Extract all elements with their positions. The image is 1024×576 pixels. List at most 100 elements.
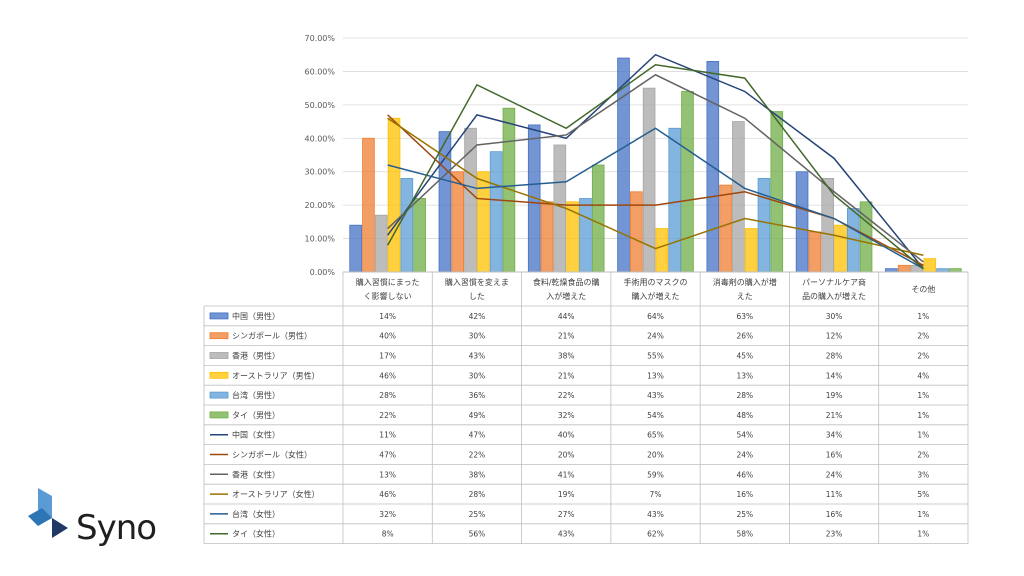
- y-tick-label: 50.00%: [304, 101, 335, 110]
- category-label: 手術用のマスクの: [624, 277, 688, 287]
- legend-swatch: [209, 391, 229, 399]
- table-cell: 64%: [647, 312, 664, 321]
- bar: [770, 111, 784, 273]
- category-label: 消毒剤の購入が増: [713, 277, 777, 287]
- table-cell: 19%: [558, 490, 575, 499]
- table-cell: 24%: [736, 451, 753, 460]
- table-cell: 17%: [379, 352, 396, 361]
- table-cell: 24%: [647, 332, 664, 341]
- table-cell: 34%: [826, 431, 843, 440]
- bar: [719, 184, 732, 273]
- table-cell: 40%: [558, 431, 575, 440]
- table-cell: 47%: [379, 451, 396, 460]
- table-cell: 32%: [558, 411, 575, 420]
- bar: [464, 127, 477, 273]
- legend-label: オーストラリア（男性）: [232, 370, 320, 380]
- bar: [949, 268, 962, 273]
- table-cell: 1%: [917, 510, 929, 519]
- y-tick-label: 30.00%: [304, 168, 335, 177]
- bar: [400, 177, 414, 273]
- table-cell: 58%: [736, 530, 753, 539]
- table-cell: 46%: [379, 371, 396, 380]
- table-cell: 11%: [379, 431, 396, 440]
- table-cell: 16%: [736, 490, 753, 499]
- bar: [744, 228, 758, 273]
- bar: [757, 177, 771, 273]
- legend-label: シンガポール（男性）: [232, 331, 312, 341]
- legend-label: 中国（女性）: [232, 430, 280, 440]
- table-cell: 63%: [736, 312, 753, 321]
- bar: [795, 171, 809, 273]
- table-cell: 55%: [647, 352, 664, 361]
- table-cell: 1%: [917, 391, 929, 400]
- table-cell: 13%: [379, 470, 396, 479]
- table-cell: 25%: [469, 510, 486, 519]
- table-cell: 1%: [917, 312, 929, 321]
- table-cell: 2%: [917, 451, 929, 460]
- legend-label: タイ（男性）: [232, 410, 280, 420]
- table-cell: 43%: [469, 352, 486, 361]
- table-cell: 16%: [826, 510, 843, 519]
- table-cell: 43%: [647, 510, 664, 519]
- legend-swatch: [209, 312, 229, 320]
- table-cell: 30%: [826, 312, 843, 321]
- legend-label: タイ（女性）: [232, 529, 280, 539]
- legend-swatch: [209, 332, 229, 340]
- category-label: 購入が増えた: [632, 291, 680, 301]
- table-cell: 28%: [469, 490, 486, 499]
- table-cell: 38%: [469, 470, 486, 479]
- bar: [349, 224, 362, 273]
- table-cell: 44%: [558, 312, 575, 321]
- bar: [540, 201, 554, 273]
- table-cell: 59%: [647, 470, 664, 479]
- table-cell: 22%: [469, 451, 486, 460]
- bar: [566, 201, 579, 273]
- table-cell: 43%: [647, 391, 664, 400]
- bar: [591, 164, 605, 273]
- bar: [413, 198, 426, 273]
- table-cell: 3%: [917, 470, 929, 479]
- table-cell: 20%: [647, 451, 664, 460]
- category-label: 購入習慣を変えま: [445, 277, 509, 287]
- bar: [808, 231, 822, 273]
- y-tick-label: 10.00%: [304, 235, 335, 244]
- y-tick-label: 60.00%: [304, 67, 335, 76]
- category-label: く影響しない: [364, 291, 412, 301]
- table-cell: 22%: [379, 411, 396, 420]
- category-label: パーソナルケア商: [802, 277, 866, 287]
- table-cell: 7%: [650, 490, 662, 499]
- table-cell: 1%: [917, 530, 929, 539]
- legend-label: 香港（女性）: [232, 469, 280, 479]
- legend-label: 中国（男性）: [232, 311, 280, 321]
- table-cell: 1%: [917, 411, 929, 420]
- table-cell: 47%: [469, 431, 486, 440]
- table-cell: 2%: [917, 332, 929, 341]
- table-cell: 65%: [647, 431, 664, 440]
- bar: [897, 264, 911, 273]
- series-line: [387, 127, 924, 270]
- bar: [936, 268, 949, 273]
- table-cell: 30%: [469, 332, 486, 341]
- table-cell: 46%: [736, 470, 753, 479]
- table-cell: 62%: [647, 530, 664, 539]
- table-cell: 12%: [826, 332, 843, 341]
- y-tick-label: 40.00%: [304, 134, 335, 143]
- y-tick-label: 20.00%: [304, 201, 335, 210]
- bar: [885, 268, 898, 273]
- bar: [668, 127, 681, 273]
- table-cell: 14%: [826, 371, 843, 380]
- bar: [732, 121, 745, 273]
- table-cell: 42%: [469, 312, 486, 321]
- table-cell: 14%: [379, 312, 396, 321]
- table-cell: 43%: [558, 530, 575, 539]
- table-cell: 20%: [558, 451, 575, 460]
- legend-label: 台湾（女性）: [232, 509, 280, 519]
- bar: [834, 224, 847, 273]
- table-cell: 46%: [379, 490, 396, 499]
- table-cell: 30%: [469, 371, 486, 380]
- table-cell: 26%: [736, 332, 753, 341]
- table-cell: 22%: [558, 391, 575, 400]
- table-cell: 13%: [647, 371, 664, 380]
- category-label: 品の購入が増えた: [802, 291, 866, 301]
